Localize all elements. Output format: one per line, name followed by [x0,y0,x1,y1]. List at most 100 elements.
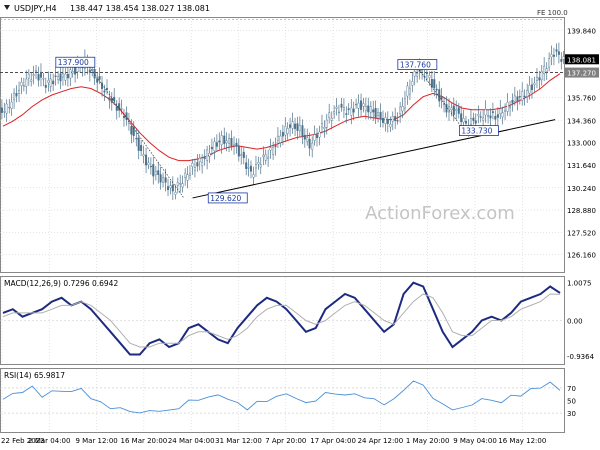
candle-body [145,154,148,166]
rsi-y-tick: 50 [567,398,576,406]
watermark: ActionForex.com [365,203,515,224]
candle-body [49,78,52,87]
candle-body [318,131,321,138]
x-tick-label: 1 May 20:00 [406,437,450,445]
candle-body [330,117,333,121]
candle-body [509,106,512,109]
candle-body [540,70,543,81]
x-tick-label: 24 Apr 12:00 [358,437,404,445]
candle-body [228,138,231,144]
candle-body [186,174,189,181]
candle-body [355,103,358,106]
candle-body [362,103,365,107]
candle-body [269,147,272,151]
candle-body [477,113,480,117]
candle-body [333,111,336,114]
candle-body [460,113,463,123]
candle-body [428,75,431,78]
candle-body [213,141,216,151]
candle-body [32,74,35,76]
candle-body [403,98,406,109]
candle-body [347,108,350,110]
candle-body [316,134,319,138]
candle-body [74,67,77,75]
candle-body [5,103,8,114]
candle-body [506,101,509,112]
candle-body [10,101,13,109]
candle-body [281,131,284,137]
candle-body [69,69,72,79]
candle-body [93,69,96,79]
candle-body [18,89,21,94]
candle-body [193,167,196,171]
candle-body [176,182,179,186]
candle-body [57,76,60,80]
candle-body [501,112,504,118]
candle-body [464,121,467,124]
candle-body [47,80,50,83]
candle-body [445,103,448,113]
candle-body [61,73,64,78]
candle-body [127,121,130,124]
candle-body [237,146,240,157]
candle-body [198,157,201,162]
candle-body [257,162,260,165]
macd-layer [2,281,561,356]
candle-body [252,174,255,178]
candle-body [142,154,145,157]
candle-body [159,174,162,183]
candle-body [552,54,555,57]
candle-body [323,127,326,129]
current-price-tag-bg [565,54,599,65]
candle-body [320,123,323,128]
candle-body [115,106,118,111]
candle-body [399,106,402,115]
candle-body [406,85,409,97]
symbol-label: USDJPY,H4 [14,4,57,13]
candle-body [335,106,338,109]
macd-y-tick: -0.9364 [567,353,595,361]
candle-body [484,109,487,116]
candle-body [223,135,226,144]
candle-body [233,144,236,147]
price-annotation-label: 129.620 [210,194,241,203]
candle-body [54,75,57,77]
collapse-triangle-icon [4,5,10,10]
candle-body [452,105,455,115]
candle-body [179,183,182,185]
candle-body [545,68,548,72]
rsi-y-tick: 30 [567,410,576,418]
candle-body [543,65,546,75]
swing-dotted-line [85,62,185,199]
candle-body [308,138,311,149]
current-price-tag: 138.081 [567,56,596,64]
y-tick-label: 127.520 [567,229,596,237]
candle-body [291,121,294,129]
candle-body [448,106,451,113]
candle-body [462,118,465,123]
candle-body [433,79,436,89]
fe-label: FE 100.0 [537,9,568,17]
candle-body [35,70,38,72]
x-tick-label: 16 Mar 20:00 [121,437,168,445]
level-price-tag-bg [565,67,599,78]
price-layer: 137.900 129.620 137.760 133.730 138.081 137.2… [0,19,599,204]
y-tick-label: 135.760 [567,94,596,102]
candle-body [37,74,40,81]
candle-body [482,117,485,121]
candle-body [413,71,416,77]
candle-body [382,118,385,123]
y-tick-label: 133.000 [567,140,596,148]
x-tick-label: 9 May 04:00 [453,437,497,445]
candle-body [550,54,553,58]
y-tick-label: 130.240 [567,185,596,193]
candle-body [528,84,531,94]
candle-body [504,109,507,112]
x-tick-label: 7 Apr 20:00 [265,437,306,445]
candle-body [469,118,472,125]
candle-body [135,138,138,140]
candle-body [523,95,526,98]
symbol-header: USDJPY,H4 138.447 138.454 138.027 138.08… [4,4,210,13]
candle-body [52,80,55,85]
